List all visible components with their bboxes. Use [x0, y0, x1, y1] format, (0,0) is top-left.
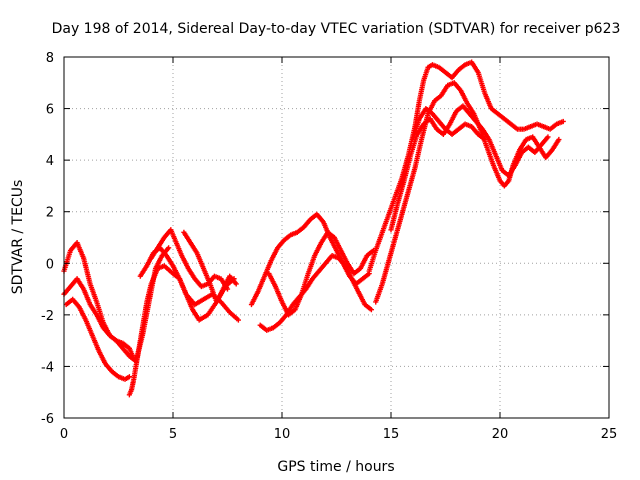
data-point	[368, 307, 374, 313]
data-points	[61, 59, 566, 398]
series-track-14	[410, 105, 488, 143]
series-track-5	[137, 245, 237, 323]
y-tick-label: -4	[41, 360, 54, 375]
x-tick-label: 10	[274, 427, 291, 442]
data-point	[545, 134, 551, 140]
chart-title: Day 198 of 2014, Sidereal Day-to-day VTE…	[52, 21, 621, 37]
data-point	[482, 136, 488, 143]
y-axis-label: SDTVAR / TECUs	[10, 180, 26, 295]
x-tick-label: 20	[492, 427, 509, 442]
axis-ticks: 0 5 10 15 20 25 -6 -4 -2 0 2 4 6 8	[41, 51, 617, 442]
y-tick-label: 0	[46, 257, 54, 272]
data-point	[235, 317, 241, 323]
series-track-10	[266, 229, 377, 318]
data-point	[166, 245, 172, 251]
series-track-3	[63, 296, 132, 382]
series-track-6	[148, 227, 231, 292]
y-tick-label: -6	[41, 412, 54, 427]
data-point	[126, 374, 132, 380]
series-track-7	[181, 229, 239, 305]
x-tick-label: 15	[383, 427, 400, 442]
y-tick-label: 8	[46, 51, 54, 66]
data-point	[560, 118, 566, 125]
x-tick-label: 0	[60, 427, 68, 442]
y-tick-label: -2	[41, 309, 54, 324]
series-track-4	[126, 263, 241, 398]
data-point	[233, 281, 239, 287]
x-tick-label: 5	[169, 427, 177, 442]
y-tick-label: 6	[46, 103, 54, 118]
x-tick-label: 25	[601, 427, 618, 442]
series-track-13	[388, 103, 551, 233]
y-tick-label: 2	[46, 206, 54, 221]
y-tick-label: 4	[46, 154, 54, 169]
plot-frame	[63, 56, 610, 419]
data-point	[556, 136, 562, 143]
data-point	[224, 286, 231, 292]
series-track-9	[257, 252, 374, 333]
series-track-1	[61, 240, 172, 364]
x-axis-label: GPS time / hours	[277, 459, 394, 475]
series-track-8	[248, 211, 372, 308]
